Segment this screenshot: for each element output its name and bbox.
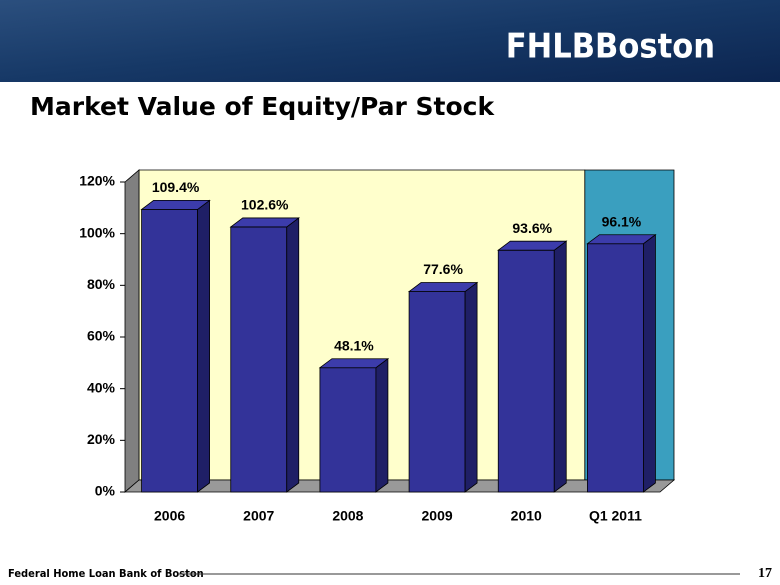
bar <box>140 199 211 493</box>
x-tick-label: 2006 <box>154 508 185 524</box>
value-label: 102.6% <box>241 197 289 213</box>
value-label: 109.4% <box>152 179 200 195</box>
x-tick-label: 2007 <box>243 508 274 524</box>
bar <box>318 357 390 493</box>
bar <box>586 233 657 493</box>
y-tick-label: 40% <box>87 379 116 395</box>
bar-side <box>286 217 300 493</box>
bar <box>229 217 300 493</box>
bar-side <box>643 233 656 493</box>
value-label: 96.1% <box>602 213 642 229</box>
y-tick-label: 0% <box>95 483 116 499</box>
bar <box>407 281 479 493</box>
value-label: 48.1% <box>334 337 374 353</box>
bar-side <box>553 240 567 493</box>
bar-top <box>140 199 211 210</box>
bar-top <box>586 234 657 245</box>
bar-front <box>319 367 377 493</box>
header-banner <box>0 0 780 82</box>
value-label: 77.6% <box>423 261 463 277</box>
value-label: 93.6% <box>512 220 552 236</box>
bar-top <box>318 358 390 369</box>
footer-text: Federal Home Loan Bank of Boston <box>8 567 204 580</box>
bar-front <box>408 291 466 493</box>
logo: FHLBBoston <box>506 27 715 67</box>
bar <box>497 240 568 493</box>
side-wall <box>124 169 140 493</box>
bar-front <box>587 243 644 493</box>
bar-front <box>230 226 288 493</box>
y-tick-label: 20% <box>87 431 116 447</box>
x-tick-label: 2008 <box>332 508 363 524</box>
bar-top <box>229 217 300 228</box>
page-number: 17 <box>758 566 772 581</box>
x-tick-label: Q1 2011 <box>589 508 642 524</box>
chart-title: Market Value of Equity/Par Stock <box>30 92 495 121</box>
bar-side <box>375 357 389 493</box>
x-tick-label: 2010 <box>511 508 542 524</box>
y-tick-label: 100% <box>79 224 115 240</box>
y-tick-label: 60% <box>87 328 116 344</box>
bar-front <box>497 249 555 493</box>
y-tick-label: 120% <box>79 173 115 189</box>
x-tick-label: 2009 <box>422 508 453 524</box>
y-tick-label: 80% <box>87 276 116 292</box>
bar-top <box>497 240 568 251</box>
bar-side <box>197 199 210 493</box>
bar-front <box>141 208 198 493</box>
bar-top <box>407 282 479 292</box>
bar-side <box>464 281 478 493</box>
